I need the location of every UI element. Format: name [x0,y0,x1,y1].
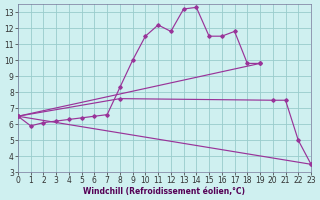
X-axis label: Windchill (Refroidissement éolien,°C): Windchill (Refroidissement éolien,°C) [84,187,245,196]
